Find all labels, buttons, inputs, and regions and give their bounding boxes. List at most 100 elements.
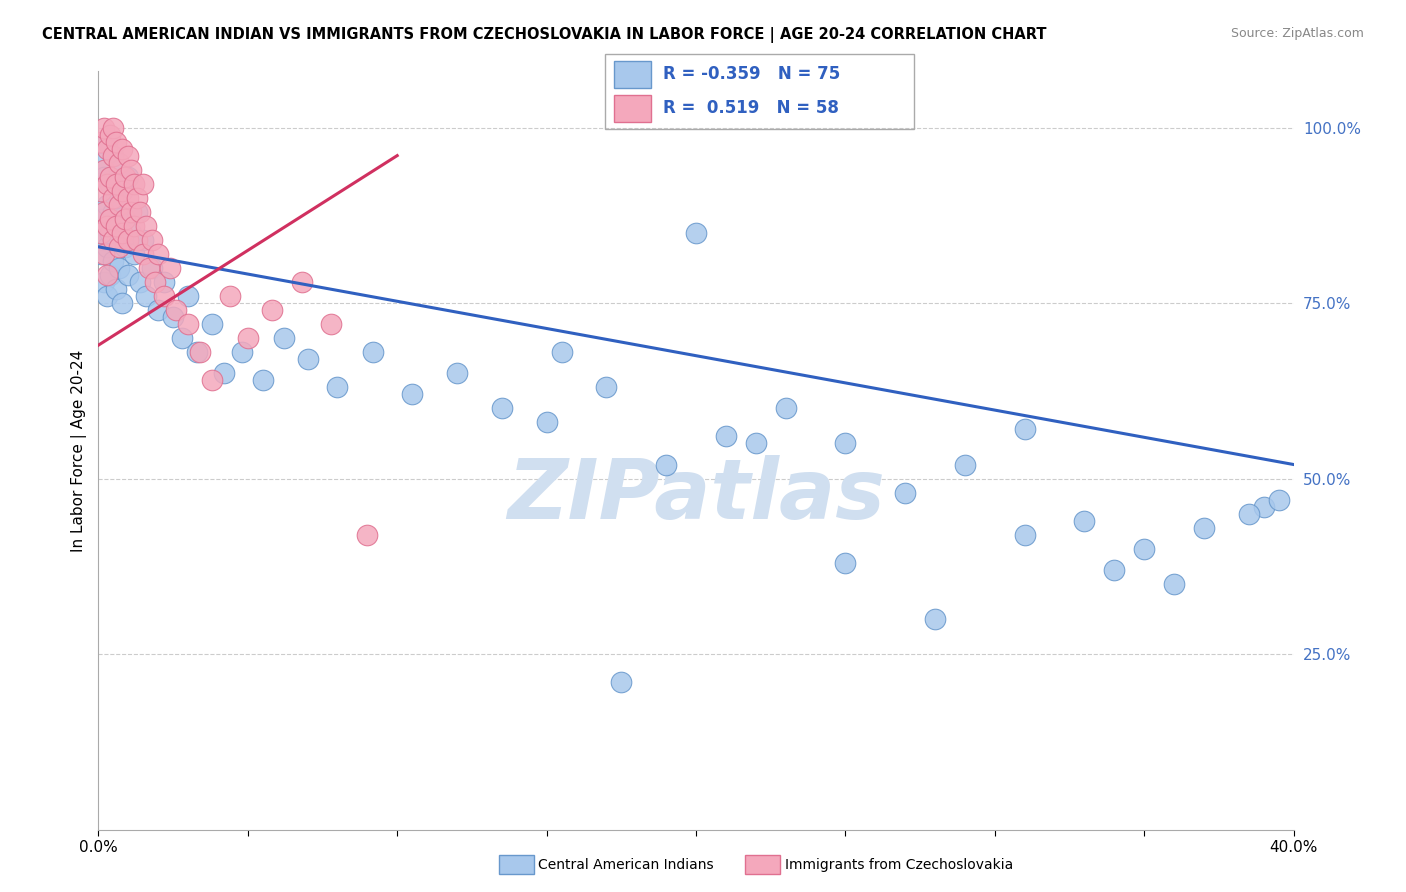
Point — [90, 211, 112, 226]
Point — [132, 247, 155, 261]
Point — [111, 226, 134, 240]
Text: ZIPatlas: ZIPatlas — [508, 456, 884, 536]
Point — [129, 275, 152, 289]
Point — [96, 268, 118, 282]
Point — [124, 247, 146, 261]
Point — [117, 148, 139, 162]
Point — [96, 142, 118, 156]
Point — [117, 233, 139, 247]
Point — [124, 219, 146, 233]
Point — [117, 268, 139, 282]
Text: Source: ZipAtlas.com: Source: ZipAtlas.com — [1230, 27, 1364, 40]
Point — [1133, 541, 1156, 556]
Point — [231, 345, 253, 359]
Point — [93, 275, 115, 289]
Point — [1163, 577, 1185, 591]
Point — [108, 198, 131, 212]
Point — [655, 458, 678, 472]
Point — [108, 162, 131, 177]
Point — [98, 226, 122, 240]
Point — [236, 331, 259, 345]
Point — [98, 268, 122, 282]
Point — [120, 204, 142, 219]
Point — [252, 373, 274, 387]
Point — [96, 177, 118, 191]
Point — [117, 169, 139, 184]
Point — [105, 282, 128, 296]
Point — [96, 135, 118, 149]
Bar — [614, 62, 651, 87]
Bar — [614, 95, 651, 122]
Point — [685, 226, 707, 240]
Point — [834, 556, 856, 570]
Point — [132, 177, 155, 191]
Point — [98, 211, 122, 226]
Point — [90, 226, 112, 240]
Point — [96, 289, 118, 303]
Point — [105, 219, 128, 233]
Point — [138, 260, 160, 275]
Text: R =  0.519   N = 58: R = 0.519 N = 58 — [664, 100, 839, 118]
Point — [96, 198, 118, 212]
Point — [105, 177, 128, 191]
Point — [135, 219, 157, 233]
Point — [105, 135, 128, 149]
Point — [120, 162, 142, 177]
Point — [201, 373, 224, 387]
Point — [143, 275, 166, 289]
Text: Central American Indians: Central American Indians — [538, 858, 714, 872]
Point — [1014, 527, 1036, 541]
Point — [98, 177, 122, 191]
Point — [117, 191, 139, 205]
Point — [1192, 521, 1215, 535]
Point — [108, 155, 131, 169]
Point — [219, 289, 242, 303]
Point — [1267, 492, 1289, 507]
Point — [188, 345, 211, 359]
Point — [120, 226, 142, 240]
Point — [834, 436, 856, 450]
Point — [114, 169, 136, 184]
Point — [93, 247, 115, 261]
Point — [491, 401, 513, 416]
Y-axis label: In Labor Force | Age 20-24: In Labor Force | Age 20-24 — [72, 350, 87, 551]
Point — [141, 233, 163, 247]
Point — [356, 527, 378, 541]
Point — [714, 429, 737, 443]
Point — [124, 177, 146, 191]
Point — [103, 233, 125, 247]
Point — [775, 401, 797, 416]
Point — [111, 184, 134, 198]
Point — [550, 345, 572, 359]
Point — [141, 260, 163, 275]
Point — [1073, 514, 1095, 528]
Point — [924, 612, 946, 626]
Point — [90, 184, 112, 198]
Point — [90, 135, 112, 149]
Point — [165, 303, 187, 318]
Point — [103, 148, 125, 162]
Point — [103, 254, 125, 268]
Point — [326, 380, 349, 394]
Point — [103, 204, 125, 219]
Point — [111, 142, 134, 156]
Point — [90, 155, 112, 169]
Point — [177, 317, 200, 331]
Point — [108, 219, 131, 233]
Point — [212, 366, 235, 380]
Point — [291, 275, 314, 289]
Text: Immigrants from Czechoslovakia: Immigrants from Czechoslovakia — [785, 858, 1012, 872]
Point — [260, 303, 283, 318]
Point — [953, 458, 976, 472]
Point — [745, 436, 768, 450]
Point — [105, 191, 128, 205]
Text: R = -0.359   N = 75: R = -0.359 N = 75 — [664, 65, 841, 83]
Point — [1014, 422, 1036, 436]
Point — [201, 317, 224, 331]
Point — [103, 148, 125, 162]
Point — [297, 352, 319, 367]
Point — [273, 331, 295, 345]
Point — [96, 240, 118, 254]
Point — [93, 233, 115, 247]
Point — [90, 247, 112, 261]
